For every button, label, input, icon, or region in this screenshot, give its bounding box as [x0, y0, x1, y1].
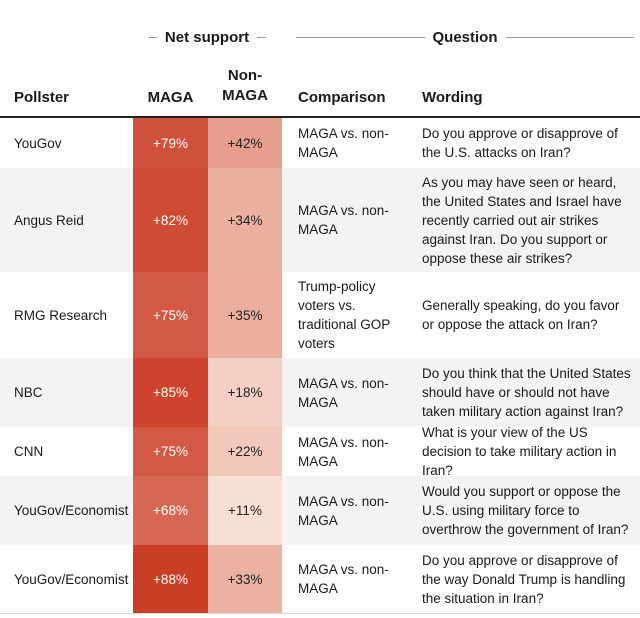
wording-cell: What is your view of the US decision to …	[422, 425, 634, 478]
comparison-cell: Trump-policy voters vs. traditional GOP …	[298, 272, 414, 358]
maga-value-label: +88%	[153, 571, 188, 587]
non-maga-value-label: +33%	[227, 571, 263, 587]
net-support-group-header: Net support	[148, 27, 266, 47]
pollster-cell: CNN	[14, 427, 132, 476]
non-maga-value-cell: +35%	[208, 272, 282, 358]
pollster-cell: YouGov/Economist	[14, 476, 132, 545]
net-support-label: Net support	[164, 28, 250, 46]
wording-text: Do you approve or disapprove of the way …	[422, 552, 626, 606]
pollster-cell: NBC	[14, 358, 132, 427]
wording-text: Generally speaking, do you favor or oppo…	[422, 298, 620, 332]
non-maga-value-cell: +33%	[208, 545, 282, 613]
pollster-name: Angus Reid	[14, 212, 84, 228]
pollster-name: YouGov/Economist	[14, 571, 129, 587]
comparison-text: MAGA vs. non-MAGA	[298, 562, 389, 596]
comparison-cell: MAGA vs. non-MAGA	[298, 118, 414, 168]
wording-cell: Generally speaking, do you favor or oppo…	[422, 272, 634, 358]
maga-value-label: +68%	[153, 503, 188, 518]
table-row: RMG Research +75% +35% Trump-policy voters …	[0, 272, 640, 358]
table-row: YouGov/Economist +68% +11% MAGA vs. non-MAG…	[0, 476, 640, 545]
column-header-wording: Wording	[422, 89, 483, 106]
header-rule	[505, 36, 635, 38]
header-rule	[257, 36, 266, 38]
comparison-text: MAGA vs. non-MAGA	[298, 434, 389, 469]
wording-cell: Do you think that the United States shou…	[422, 358, 634, 427]
comparison-cell: MAGA vs. non-MAGA	[298, 358, 414, 427]
maga-value-label: +85%	[153, 385, 188, 400]
pollster-cell: YouGov	[14, 118, 132, 168]
wording-cell: Do you approve or disapprove of the U.S.…	[422, 118, 634, 168]
non-maga-value-label: +11%	[228, 503, 262, 518]
header-divider	[0, 116, 640, 118]
column-header-non-maga: Non-MAGA	[222, 67, 268, 104]
comparison-cell: MAGA vs. non-MAGA	[298, 168, 414, 272]
maga-value-label: +79%	[153, 135, 188, 151]
wording-cell: Would you support or oppose the U.S. usi…	[422, 476, 634, 545]
wording-text: What is your view of the US decision to …	[422, 425, 617, 478]
non-maga-value-label: +35%	[227, 307, 263, 323]
table-row: Angus Reid +82% +34% MAGA vs. non-MAGA As yo…	[0, 168, 640, 272]
maga-value-cell: +82%	[133, 168, 208, 272]
pollster-cell: Angus Reid	[14, 168, 132, 272]
wording-text: Do you approve or disapprove of the U.S.…	[422, 126, 618, 160]
non-maga-value-label: +34%	[227, 212, 263, 228]
maga-value-cell: +75%	[133, 427, 208, 476]
header-rule	[148, 36, 157, 38]
wording-text: Would you support or oppose the U.S. usi…	[422, 484, 629, 537]
table-row: NBC +85% +18% MAGA vs. non-MAGA Do you think…	[0, 358, 640, 427]
pollster-cell: RMG Research	[14, 272, 132, 358]
pollster-name: CNN	[14, 444, 44, 459]
wording-text: As you may have seen or heard, the Unite…	[422, 174, 622, 266]
comparison-cell: MAGA vs. non-MAGA	[298, 427, 414, 476]
pollster-cell: YouGov/Economist	[14, 545, 132, 613]
header-rule	[296, 36, 425, 38]
maga-value-label: +75%	[153, 444, 188, 459]
maga-value-label: +75%	[153, 307, 188, 323]
table-row: YouGov/Economist +88% +33% MAGA vs. non-MAG…	[0, 545, 640, 614]
non-maga-value-label: +18%	[227, 385, 263, 400]
comparison-text: MAGA vs. non-MAGA	[298, 375, 389, 410]
column-header-maga: MAGA	[147, 89, 194, 106]
wording-cell: As you may have seen or heard, the Unite…	[422, 168, 634, 272]
maga-value-cell: +75%	[133, 272, 208, 358]
table-row: YouGov +79% +42% MAGA vs. non-MAGA Do you ap…	[0, 118, 640, 168]
non-maga-value-cell: +42%	[208, 118, 282, 168]
table-row: CNN +75% +22% MAGA vs. non-MAGA What is your…	[0, 425, 640, 478]
comparison-text: Trump-policy voters vs. traditional GOP …	[298, 279, 391, 351]
column-header-comparison: Comparison	[298, 89, 386, 106]
comparison-cell: MAGA vs. non-MAGA	[298, 545, 414, 613]
maga-value-label: +82%	[153, 212, 188, 228]
comparison-text: MAGA vs. non-MAGA	[298, 203, 389, 237]
pollster-name: NBC	[14, 385, 43, 400]
pollster-name: YouGov	[14, 135, 62, 151]
maga-value-cell: +88%	[133, 545, 208, 613]
comparison-cell: MAGA vs. non-MAGA	[298, 476, 414, 545]
non-maga-value-cell: +34%	[208, 168, 282, 272]
column-header-pollster: Pollster	[14, 89, 70, 106]
comparison-text: MAGA vs. non-MAGA	[298, 126, 389, 160]
pollster-name: YouGov/Economist	[14, 503, 129, 518]
table-body: YouGov +79% +42% MAGA vs. non-MAGA Do you ap…	[0, 118, 640, 614]
maga-value-cell: +85%	[133, 358, 208, 427]
maga-value-cell: +68%	[133, 476, 208, 545]
pollster-name: RMG Research	[14, 307, 108, 323]
comparison-text: MAGA vs. non-MAGA	[298, 493, 389, 528]
non-maga-value-label: +42%	[227, 135, 263, 151]
question-label: Question	[432, 28, 498, 46]
non-maga-value-label: +22%	[227, 444, 263, 459]
wording-cell: Do you approve or disapprove of the way …	[422, 545, 634, 613]
non-maga-value-cell: +11%	[208, 476, 282, 545]
non-maga-value-cell: +18%	[208, 358, 282, 427]
question-group-header: Question	[296, 27, 635, 47]
maga-value-cell: +79%	[133, 118, 208, 168]
non-maga-value-cell: +22%	[208, 427, 282, 476]
wording-text: Do you think that the United States shou…	[422, 366, 631, 419]
